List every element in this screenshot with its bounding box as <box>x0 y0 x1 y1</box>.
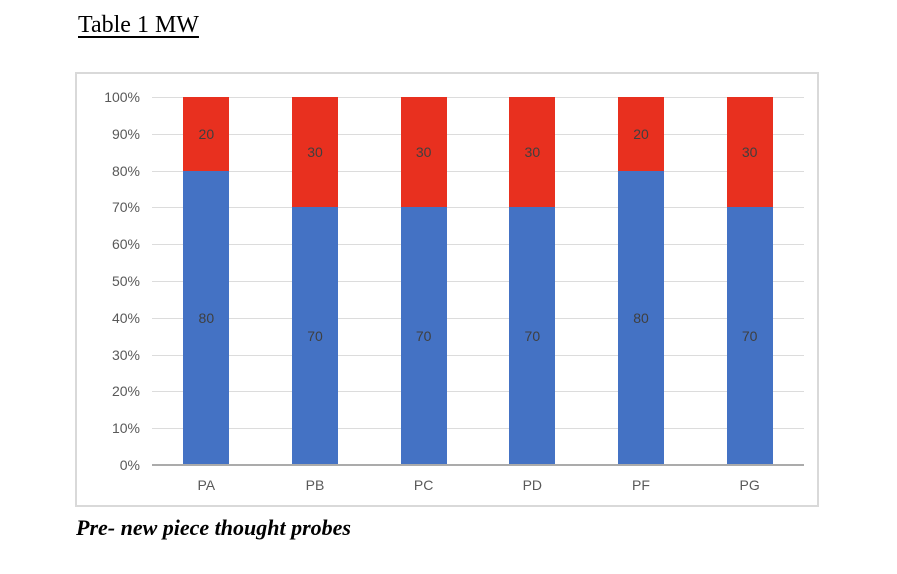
blue-segment: 70 <box>509 207 556 465</box>
bar-pc: 30 70 <box>400 97 447 465</box>
y-axis-tick-label: 0% <box>119 457 140 473</box>
chart-frame: 100% 90% 80% 70% 60% 50% 40% 30% 20% 10% 0% 20 80 PA 3… <box>75 72 819 507</box>
y-axis-tick-label: 20% <box>111 383 140 400</box>
bar-pd: 30 70 <box>509 97 556 465</box>
data-label: 80 <box>633 309 649 326</box>
y-axis-tick-label: 30% <box>111 346 140 363</box>
data-label: 30 <box>307 144 323 161</box>
red-segment: 20 <box>183 97 230 171</box>
blue-segment: 80 <box>618 170 664 465</box>
data-label: 70 <box>415 328 432 345</box>
y-axis-tick-label: 40% <box>111 309 140 326</box>
y-axis-tick-label: 10% <box>111 420 140 437</box>
blue-segment: 70 <box>726 207 773 465</box>
y-axis-tick-label: 50% <box>111 273 140 289</box>
red-segment: 30 <box>509 97 556 208</box>
bar-pa: 20 80 <box>183 97 230 465</box>
bar-pg: 30 70 <box>726 97 773 465</box>
red-segment: 30 <box>292 97 338 208</box>
x-axis-category-label: PB <box>305 477 325 493</box>
gridline <box>152 354 804 356</box>
bar-pb: 30 70 <box>292 97 338 465</box>
y-axis-tick-label: 80% <box>111 162 140 179</box>
blue-segment: 70 <box>400 207 447 465</box>
y-axis-tick-label: 60% <box>111 236 140 253</box>
blue-segment: 80 <box>183 170 230 465</box>
bar-pf: 20 80 <box>618 97 664 465</box>
gridline <box>152 133 804 135</box>
plot-area: 100% 90% 80% 70% 60% 50% 40% 30% 20% 10% 0% 20 80 PA 3… <box>104 89 804 493</box>
data-label: 30 <box>524 144 541 161</box>
gridline <box>152 244 804 246</box>
gridline <box>152 391 804 393</box>
x-axis-category-label: PG <box>739 477 760 493</box>
chart-caption: Pre- new piece thought probes <box>76 515 351 540</box>
gridline <box>152 207 804 209</box>
data-label: 80 <box>198 309 215 326</box>
data-label: 70 <box>524 328 541 345</box>
data-label: 20 <box>198 125 215 142</box>
x-axis-category-label: PD <box>522 477 543 493</box>
gridline <box>152 281 804 282</box>
data-label: 70 <box>741 328 758 345</box>
data-label: 70 <box>307 328 323 345</box>
x-axis-category-label: PC <box>413 477 434 493</box>
gridline <box>152 170 804 172</box>
y-axis-tick-label: 100% <box>104 89 140 105</box>
x-axis-category-label: PA <box>197 477 216 493</box>
table-title: Table 1 MW <box>78 12 199 38</box>
red-segment: 30 <box>400 97 447 208</box>
data-label: 20 <box>633 125 649 142</box>
gridline <box>152 428 804 430</box>
red-segment: 20 <box>618 97 664 171</box>
gridline <box>152 317 804 319</box>
x-axis-category-label: PF <box>632 477 650 493</box>
y-axis-tick-label: 90% <box>111 125 140 142</box>
y-axis-tick-label: 70% <box>111 199 140 216</box>
blue-segment: 70 <box>292 207 338 465</box>
data-label: 30 <box>741 144 758 161</box>
data-label: 30 <box>415 144 432 161</box>
x-axis-line <box>152 464 804 466</box>
red-segment: 30 <box>726 97 773 208</box>
gridline <box>152 97 804 98</box>
